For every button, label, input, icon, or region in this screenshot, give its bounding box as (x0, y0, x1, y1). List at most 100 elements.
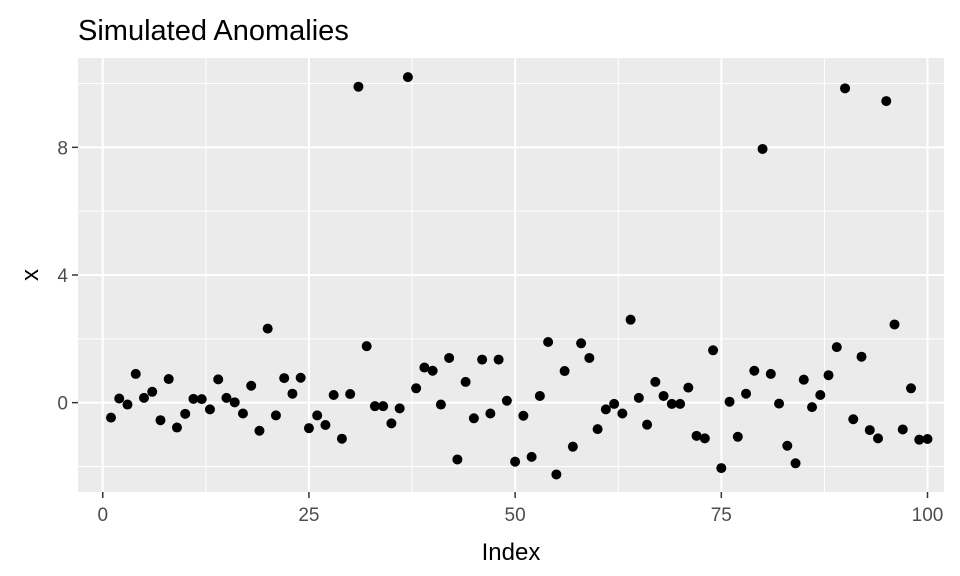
data-point-55 (551, 469, 562, 480)
data-point-97 (897, 424, 908, 435)
data-point-72 (691, 430, 702, 441)
x-tick-label-0: 0 (97, 505, 108, 526)
data-point-7 (155, 415, 166, 426)
data-point-68 (658, 390, 669, 401)
data-point-19 (254, 425, 265, 436)
data-point-43 (452, 454, 463, 465)
data-point-100 (922, 434, 933, 445)
data-point-12 (196, 394, 207, 405)
data-point-5 (138, 392, 149, 403)
data-point-51 (518, 410, 529, 421)
data-point-34 (378, 401, 389, 412)
x-axis-label: Index (482, 539, 541, 566)
data-point-36 (394, 403, 405, 414)
data-point-22 (279, 373, 290, 384)
y-axis-label: x (17, 269, 44, 281)
data-point-61 (600, 404, 611, 415)
data-point-75 (716, 463, 727, 474)
data-point-23 (287, 388, 298, 399)
data-point-39 (419, 362, 430, 373)
data-point-83 (782, 440, 793, 451)
data-point-57 (567, 441, 578, 452)
data-point-54 (543, 337, 554, 348)
data-point-15 (221, 392, 232, 403)
data-point-67 (650, 376, 661, 387)
data-point-52 (526, 451, 537, 462)
data-point-85 (798, 374, 809, 385)
data-point-29 (336, 433, 347, 444)
data-point-79 (749, 365, 760, 376)
data-point-24 (295, 372, 306, 383)
data-point-3 (122, 399, 133, 410)
data-point-63 (617, 408, 628, 419)
data-point-41 (435, 399, 446, 410)
data-point-73 (699, 433, 710, 444)
x-tick-label-1: 25 (298, 505, 319, 526)
data-point-35 (386, 418, 397, 429)
data-point-95 (881, 96, 892, 107)
data-point-81 (765, 368, 776, 379)
data-point-32 (361, 341, 372, 352)
data-point-33 (369, 401, 380, 412)
data-point-90 (840, 83, 851, 94)
data-point-45 (468, 413, 479, 424)
chart-title: Simulated Anomalies (78, 15, 349, 47)
data-point-69 (666, 398, 677, 409)
data-point-80 (757, 143, 768, 154)
data-point-38 (411, 383, 422, 394)
data-point-20 (262, 323, 273, 334)
data-point-71 (683, 382, 694, 393)
data-point-31 (353, 81, 364, 92)
data-point-13 (204, 404, 215, 415)
data-point-56 (559, 366, 570, 377)
data-point-46 (477, 354, 488, 365)
data-point-49 (501, 395, 512, 406)
data-point-40 (427, 365, 438, 376)
data-point-76 (724, 396, 735, 407)
data-point-58 (576, 338, 587, 349)
axis-ticks: 0 25 50 75 100 0 4 8 (57, 138, 943, 526)
data-point-6 (147, 386, 158, 397)
data-point-11 (188, 393, 199, 404)
data-point-82 (774, 398, 785, 409)
data-point-74 (708, 345, 719, 356)
data-point-10 (180, 408, 191, 419)
data-point-17 (237, 408, 248, 419)
data-point-88 (823, 370, 834, 381)
data-point-44 (460, 376, 471, 387)
data-point-25 (303, 423, 314, 434)
data-point-28 (328, 389, 339, 400)
data-point-27 (320, 419, 331, 430)
data-point-66 (642, 419, 653, 430)
data-point-26 (312, 410, 323, 421)
data-point-99 (914, 434, 925, 445)
x-tick-label-2: 50 (505, 505, 526, 526)
data-point-65 (633, 392, 644, 403)
data-point-8 (163, 374, 174, 385)
data-point-93 (864, 425, 875, 436)
data-point-87 (815, 389, 826, 400)
data-point-21 (270, 410, 281, 421)
data-point-98 (906, 383, 917, 394)
data-point-2 (114, 393, 125, 404)
data-point-42 (444, 352, 455, 363)
data-point-50 (510, 456, 521, 467)
x-tick-label-4: 100 (912, 505, 944, 526)
data-point-30 (345, 389, 356, 400)
data-point-64 (625, 314, 636, 325)
data-point-59 (584, 352, 595, 363)
data-point-48 (493, 354, 504, 365)
data-point-96 (889, 319, 900, 330)
data-point-4 (130, 368, 141, 379)
y-tick-label-1: 4 (57, 266, 68, 287)
data-point-62 (609, 398, 620, 409)
data-point-14 (213, 374, 224, 385)
data-point-60 (592, 424, 603, 435)
data-point-86 (807, 402, 818, 413)
data-point-70 (675, 398, 686, 409)
data-point-91 (848, 414, 859, 425)
data-point-84 (790, 458, 801, 469)
data-point-89 (831, 342, 842, 353)
data-points (105, 72, 933, 480)
